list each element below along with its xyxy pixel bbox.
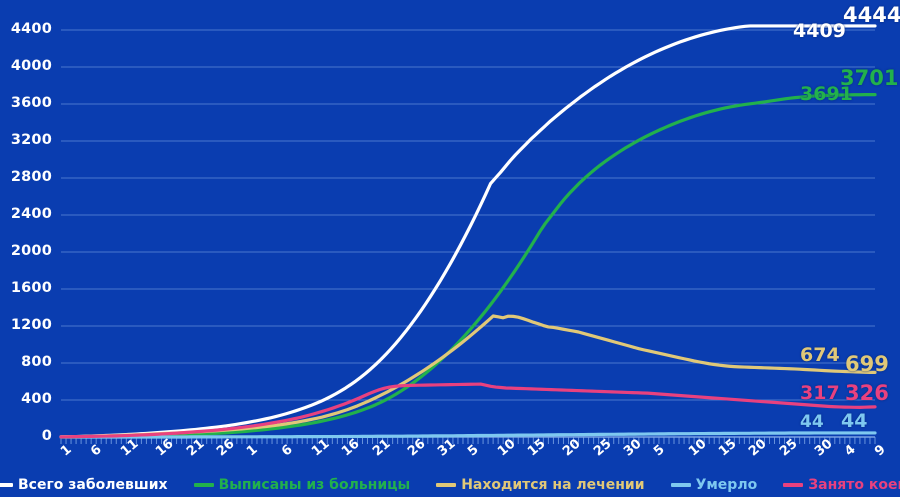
legend-color-swatch — [193, 482, 214, 487]
series-value-label: 317 — [800, 382, 840, 404]
legend-label: Умерло — [695, 476, 758, 493]
y-axis-tick-label: 2800 — [10, 169, 52, 185]
legend-item-4[interactable]: Умерло — [670, 476, 758, 493]
series-value-label: 326 — [845, 381, 889, 405]
legend-label: Находится на лечении — [461, 476, 645, 493]
legend-label: Выписаны из больницы — [218, 476, 411, 493]
data-series-line — [59, 93, 877, 439]
y-axis-tick-label: 1600 — [10, 280, 52, 296]
series-value-label: 3691 — [800, 83, 853, 105]
y-axis-tick-label: 4400 — [10, 21, 52, 37]
data-series-line — [59, 382, 877, 439]
legend-color-swatch — [783, 482, 804, 487]
data-series-line — [59, 431, 877, 439]
series-value-label: 44 — [841, 410, 868, 432]
y-axis-tick-label: 3600 — [10, 95, 52, 111]
x-axis-tick-marks — [60, 437, 876, 444]
y-axis-tick-label: 1200 — [10, 317, 52, 333]
data-series-layer — [59, 24, 877, 439]
y-axis-tick-label: 2400 — [10, 206, 52, 222]
y-axis-tick-label: 4000 — [10, 58, 52, 74]
legend-color-swatch — [0, 482, 14, 487]
y-axis-tick-label: 400 — [21, 391, 52, 407]
legend-label: Занято коек — [808, 476, 900, 493]
legend-item-1[interactable]: Всего заболевших — [0, 477, 168, 493]
series-value-label: 44 — [800, 412, 824, 432]
legend-item-5[interactable]: Занято коек — [783, 477, 900, 493]
legend-color-swatch — [436, 482, 457, 487]
series-value-label: 699 — [845, 352, 889, 376]
legend-color-swatch — [670, 482, 691, 487]
y-axis-tick-label: 800 — [21, 354, 52, 370]
series-value-label: 3701 — [840, 66, 899, 90]
data-series-line — [59, 24, 877, 439]
legend-item-2[interactable]: Выписаны из больницы — [193, 476, 411, 493]
legend-item-3[interactable]: Находится на лечении — [436, 476, 645, 493]
y-axis-tick-label: 3200 — [10, 132, 52, 148]
legend-label: Всего заболевших — [18, 476, 168, 493]
chart-legend: Всего заболевших Выписаны из больницы Нахо… — [0, 472, 900, 497]
y-axis-tick-label: 2000 — [10, 243, 52, 259]
series-value-label: 4409 — [793, 20, 846, 42]
y-axis-tick-label: 0 — [41, 428, 52, 444]
series-value-label: 4444 — [843, 3, 900, 27]
series-value-label: 674 — [800, 344, 840, 366]
